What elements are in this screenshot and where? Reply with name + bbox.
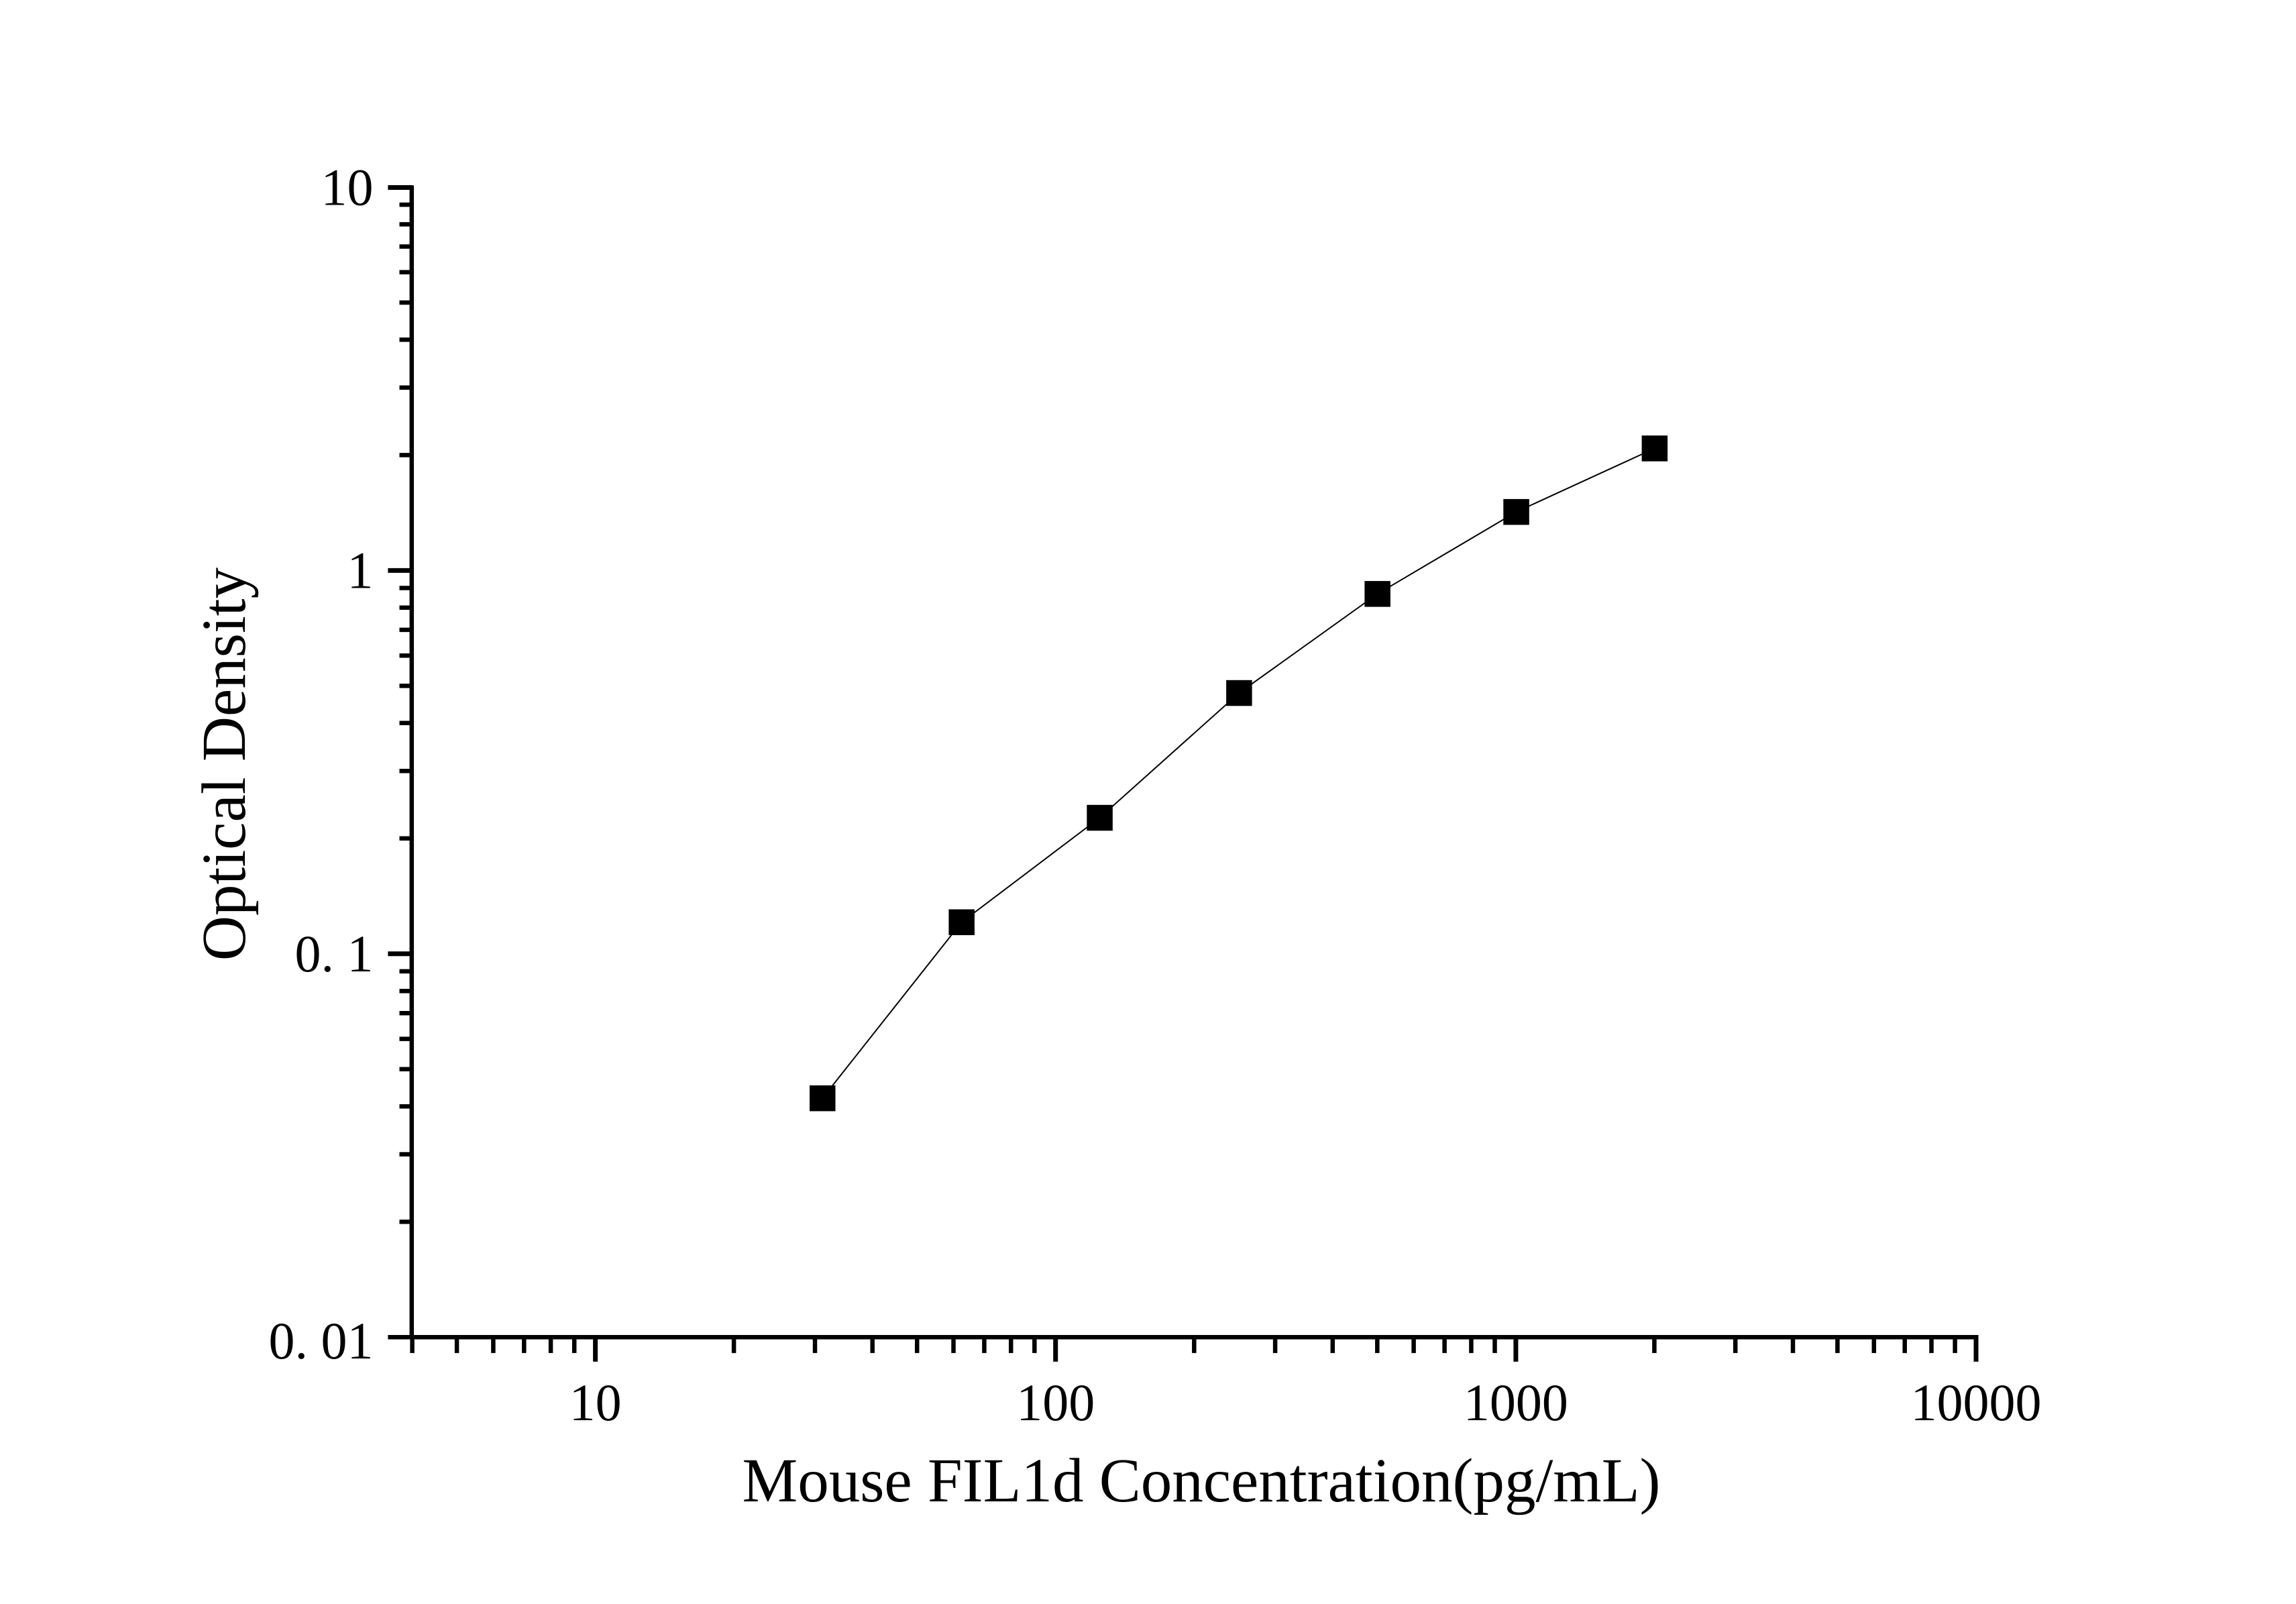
svg-text:1: 1 [347, 541, 374, 600]
svg-text:10: 10 [321, 158, 374, 216]
svg-text:10: 10 [569, 1373, 622, 1432]
svg-text:1000: 1000 [1464, 1373, 1568, 1432]
svg-text:0. 1: 0. 1 [295, 924, 374, 983]
svg-text:0. 01: 0. 01 [269, 1312, 374, 1370]
svg-text:100: 100 [1016, 1373, 1095, 1432]
svg-text:Mouse FIL1d Concentration(pg/m: Mouse FIL1d Concentration(pg/mL) [743, 1446, 1661, 1515]
svg-text:Optical Density: Optical Density [190, 567, 259, 961]
svg-text:10000: 10000 [1911, 1373, 2042, 1432]
